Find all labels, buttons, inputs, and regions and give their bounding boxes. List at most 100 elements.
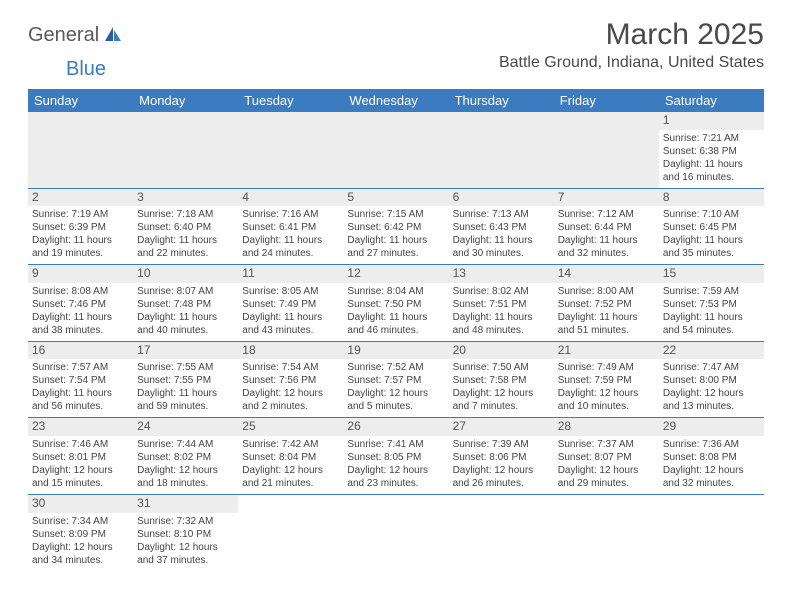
month-title: March 2025: [499, 18, 764, 52]
calendar-day-blank: [28, 112, 133, 188]
calendar-day: 30Sunrise: 7:34 AMSunset: 8:09 PMDayligh…: [28, 494, 133, 570]
calendar-week: 23Sunrise: 7:46 AMSunset: 8:01 PMDayligh…: [28, 418, 764, 495]
day-number: 19: [343, 342, 448, 360]
calendar-day: 15 Sunrise: 7:59 AMSunset: 7:53 PMDayligh…: [659, 265, 764, 342]
day-info: Sunrise: 7:52 AMSunset: 7:57 PMDaylight:…: [347, 361, 444, 413]
day-info: Sunrise: 7:18 AMSunset: 6:40 PMDaylight:…: [137, 208, 234, 260]
day-info: Sunrise: 8:05 AMSunset: 7:49 PMDaylight:…: [242, 285, 339, 337]
calendar-day: 4Sunrise: 7:16 AMSunset: 6:41 PMDaylight…: [238, 188, 343, 265]
calendar-day: 6Sunrise: 7:13 AMSunset: 6:43 PMDaylight…: [449, 188, 554, 265]
day-info: Sunrise: 8:00 AMSunset: 7:52 PMDaylight:…: [558, 285, 655, 337]
day-info: Sunrise: 8:08 AMSunset: 7:46 PMDaylight:…: [32, 285, 129, 337]
calendar-day: 3Sunrise: 7:18 AMSunset: 6:40 PMDaylight…: [133, 188, 238, 265]
day-info: Sunrise: 7:13 AMSunset: 6:43 PMDaylight:…: [453, 208, 550, 260]
day-number: 18: [238, 342, 343, 360]
day-info: Sunrise: 7:32 AMSunset: 8:10 PMDaylight:…: [137, 515, 234, 567]
day-info: Sunrise: 8:07 AMSunset: 7:48 PMDaylight:…: [137, 285, 234, 337]
day-info: Sunrise: 7:42 AMSunset: 8:04 PMDaylight:…: [242, 438, 339, 490]
day-info: Sunrise: 7:55 AMSunset: 7:55 PMDaylight:…: [137, 361, 234, 413]
calendar-day-blank: [133, 112, 238, 188]
day-header: Sunday: [28, 89, 133, 112]
day-number: 11: [238, 265, 343, 283]
day-number: 28: [554, 418, 659, 436]
logo-text-2: Blue: [66, 58, 106, 81]
calendar-week: 30Sunrise: 7:34 AMSunset: 8:09 PMDayligh…: [28, 494, 764, 570]
day-info: Sunrise: 7:12 AMSunset: 6:44 PMDaylight:…: [558, 208, 655, 260]
day-info: Sunrise: 8:02 AMSunset: 7:51 PMDaylight:…: [453, 285, 550, 337]
day-info: Sunrise: 7:39 AMSunset: 8:06 PMDaylight:…: [453, 438, 550, 490]
calendar-day: 31 Sunrise: 7:32 AMSunset: 8:10 PMDayligh…: [133, 494, 238, 570]
calendar-body: 1 Sunrise: 7:21 AMSunset: 6:38 PMDaylight…: [28, 112, 764, 571]
day-number: 24: [133, 418, 238, 436]
day-number: 25: [238, 418, 343, 436]
day-number: 26: [343, 418, 448, 436]
calendar-day: 13Sunrise: 8:02 AMSunset: 7:51 PMDayligh…: [449, 265, 554, 342]
day-number: 2: [28, 189, 133, 207]
day-info: Sunrise: 7:44 AMSunset: 8:02 PMDaylight:…: [137, 438, 234, 490]
location: Battle Ground, Indiana, United States: [499, 54, 764, 72]
calendar-day: 18Sunrise: 7:54 AMSunset: 7:56 PMDayligh…: [238, 341, 343, 418]
calendar-day-blank: [343, 112, 448, 188]
day-header: Tuesday: [238, 89, 343, 112]
calendar-day: 16Sunrise: 7:57 AMSunset: 7:54 PMDayligh…: [28, 341, 133, 418]
calendar-day: 8Sunrise: 7:10 AMSunset: 6:45 PMDaylight…: [659, 188, 764, 265]
calendar-week: 9 Sunrise: 8:08 AMSunset: 7:46 PMDaylight…: [28, 265, 764, 342]
day-number: 7: [554, 189, 659, 207]
calendar-day: 29Sunrise: 7:36 AMSunset: 8:08 PMDayligh…: [659, 418, 764, 495]
day-number: 4: [238, 189, 343, 207]
calendar-day-blank: [343, 494, 448, 570]
day-number: 20: [449, 342, 554, 360]
day-info: Sunrise: 7:19 AMSunset: 6:39 PMDaylight:…: [32, 208, 129, 260]
calendar-day-blank: [449, 494, 554, 570]
day-header: Wednesday: [343, 89, 448, 112]
calendar-day: 24 Sunrise: 7:44 AMSunset: 8:02 PMDayligh…: [133, 418, 238, 495]
calendar-day: 23Sunrise: 7:46 AMSunset: 8:01 PMDayligh…: [28, 418, 133, 495]
day-number: 1: [659, 112, 764, 130]
calendar-day: 27 Sunrise: 7:39 AMSunset: 8:06 PMDayligh…: [449, 418, 554, 495]
day-number: 27: [449, 418, 554, 436]
day-info: Sunrise: 7:21 AMSunset: 6:38 PMDaylight:…: [663, 132, 760, 184]
day-number: 15: [659, 265, 764, 283]
calendar-day: 25 Sunrise: 7:42 AMSunset: 8:04 PMDayligh…: [238, 418, 343, 495]
logo-text-1: General: [28, 24, 99, 47]
logo-sail-icon: [103, 25, 123, 48]
calendar-day-blank: [554, 494, 659, 570]
calendar-day: 26 Sunrise: 7:41 AMSunset: 8:05 PMDayligh…: [343, 418, 448, 495]
day-number: 5: [343, 189, 448, 207]
day-number: 14: [554, 265, 659, 283]
day-header: Monday: [133, 89, 238, 112]
day-info: Sunrise: 7:47 AMSunset: 8:00 PMDaylight:…: [663, 361, 760, 413]
calendar-day: 10Sunrise: 8:07 AMSunset: 7:48 PMDayligh…: [133, 265, 238, 342]
day-info: Sunrise: 7:50 AMSunset: 7:58 PMDaylight:…: [453, 361, 550, 413]
calendar-day: 11 Sunrise: 8:05 AMSunset: 7:49 PMDayligh…: [238, 265, 343, 342]
calendar-day: 17Sunrise: 7:55 AMSunset: 7:55 PMDayligh…: [133, 341, 238, 418]
day-number: 9: [28, 265, 133, 283]
day-number: 31: [133, 495, 238, 513]
calendar-day: 20Sunrise: 7:50 AMSunset: 7:58 PMDayligh…: [449, 341, 554, 418]
day-info: Sunrise: 7:41 AMSunset: 8:05 PMDaylight:…: [347, 438, 444, 490]
calendar-day: 2Sunrise: 7:19 AMSunset: 6:39 PMDaylight…: [28, 188, 133, 265]
day-number: 16: [28, 342, 133, 360]
calendar-day: 5Sunrise: 7:15 AMSunset: 6:42 PMDaylight…: [343, 188, 448, 265]
day-info: Sunrise: 7:59 AMSunset: 7:53 PMDaylight:…: [663, 285, 760, 337]
calendar-day: 21Sunrise: 7:49 AMSunset: 7:59 PMDayligh…: [554, 341, 659, 418]
calendar-day-blank: [238, 494, 343, 570]
calendar-day: 19Sunrise: 7:52 AMSunset: 7:57 PMDayligh…: [343, 341, 448, 418]
day-info: Sunrise: 8:04 AMSunset: 7:50 PMDaylight:…: [347, 285, 444, 337]
day-number: 12: [343, 265, 448, 283]
calendar-day-blank: [659, 494, 764, 570]
day-info: Sunrise: 7:54 AMSunset: 7:56 PMDaylight:…: [242, 361, 339, 413]
day-number: 8: [659, 189, 764, 207]
calendar-day: 22Sunrise: 7:47 AMSunset: 8:00 PMDayligh…: [659, 341, 764, 418]
day-header-row: SundayMondayTuesdayWednesdayThursdayFrid…: [28, 89, 764, 112]
calendar-week: 1 Sunrise: 7:21 AMSunset: 6:38 PMDaylight…: [28, 112, 764, 188]
day-number: 6: [449, 189, 554, 207]
day-number: 21: [554, 342, 659, 360]
day-info: Sunrise: 7:36 AMSunset: 8:08 PMDaylight:…: [663, 438, 760, 490]
calendar-day-blank: [449, 112, 554, 188]
day-header: Saturday: [659, 89, 764, 112]
calendar-day: 12 Sunrise: 8:04 AMSunset: 7:50 PMDayligh…: [343, 265, 448, 342]
calendar-day: 7Sunrise: 7:12 AMSunset: 6:44 PMDaylight…: [554, 188, 659, 265]
day-number: 3: [133, 189, 238, 207]
day-info: Sunrise: 7:34 AMSunset: 8:09 PMDaylight:…: [32, 515, 129, 567]
